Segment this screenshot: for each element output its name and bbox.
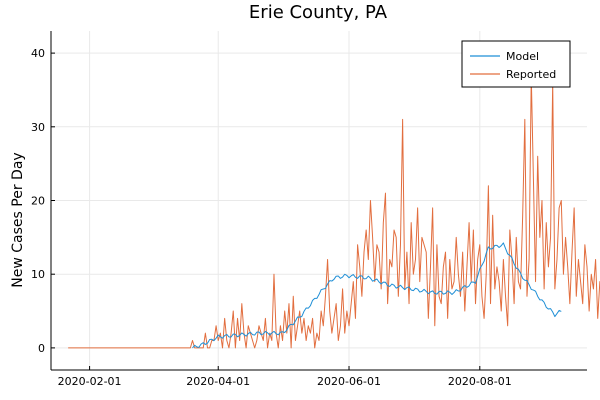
legend-label: Model: [506, 50, 539, 63]
x-tick-label: 2020-02-01: [58, 375, 122, 388]
legend: Model Reported: [461, 40, 571, 88]
y-axis-label: New Cases Per Day: [10, 152, 26, 287]
series-reported-line: [68, 74, 600, 349]
chart-title: Erie County, PA: [249, 2, 388, 23]
series-model-line: [192, 242, 562, 349]
y-tick-label: 0: [38, 342, 45, 355]
series-lines: [68, 74, 600, 349]
axes: 2020-02-01 2020-04-01 2020-06-01 2020-08-01…: [31, 31, 587, 388]
y-tick-label: 20: [31, 195, 45, 208]
x-tick-label: 2020-08-01: [448, 375, 512, 388]
legend-label: Reported: [506, 68, 556, 81]
x-tick-label: 2020-06-01: [317, 375, 381, 388]
legend-box: [461, 40, 571, 88]
x-tick-label: 2020-04-01: [186, 375, 250, 388]
y-tick-label: 10: [31, 268, 45, 281]
y-tick-label: 40: [31, 47, 45, 60]
y-tick-label: 30: [31, 121, 45, 134]
